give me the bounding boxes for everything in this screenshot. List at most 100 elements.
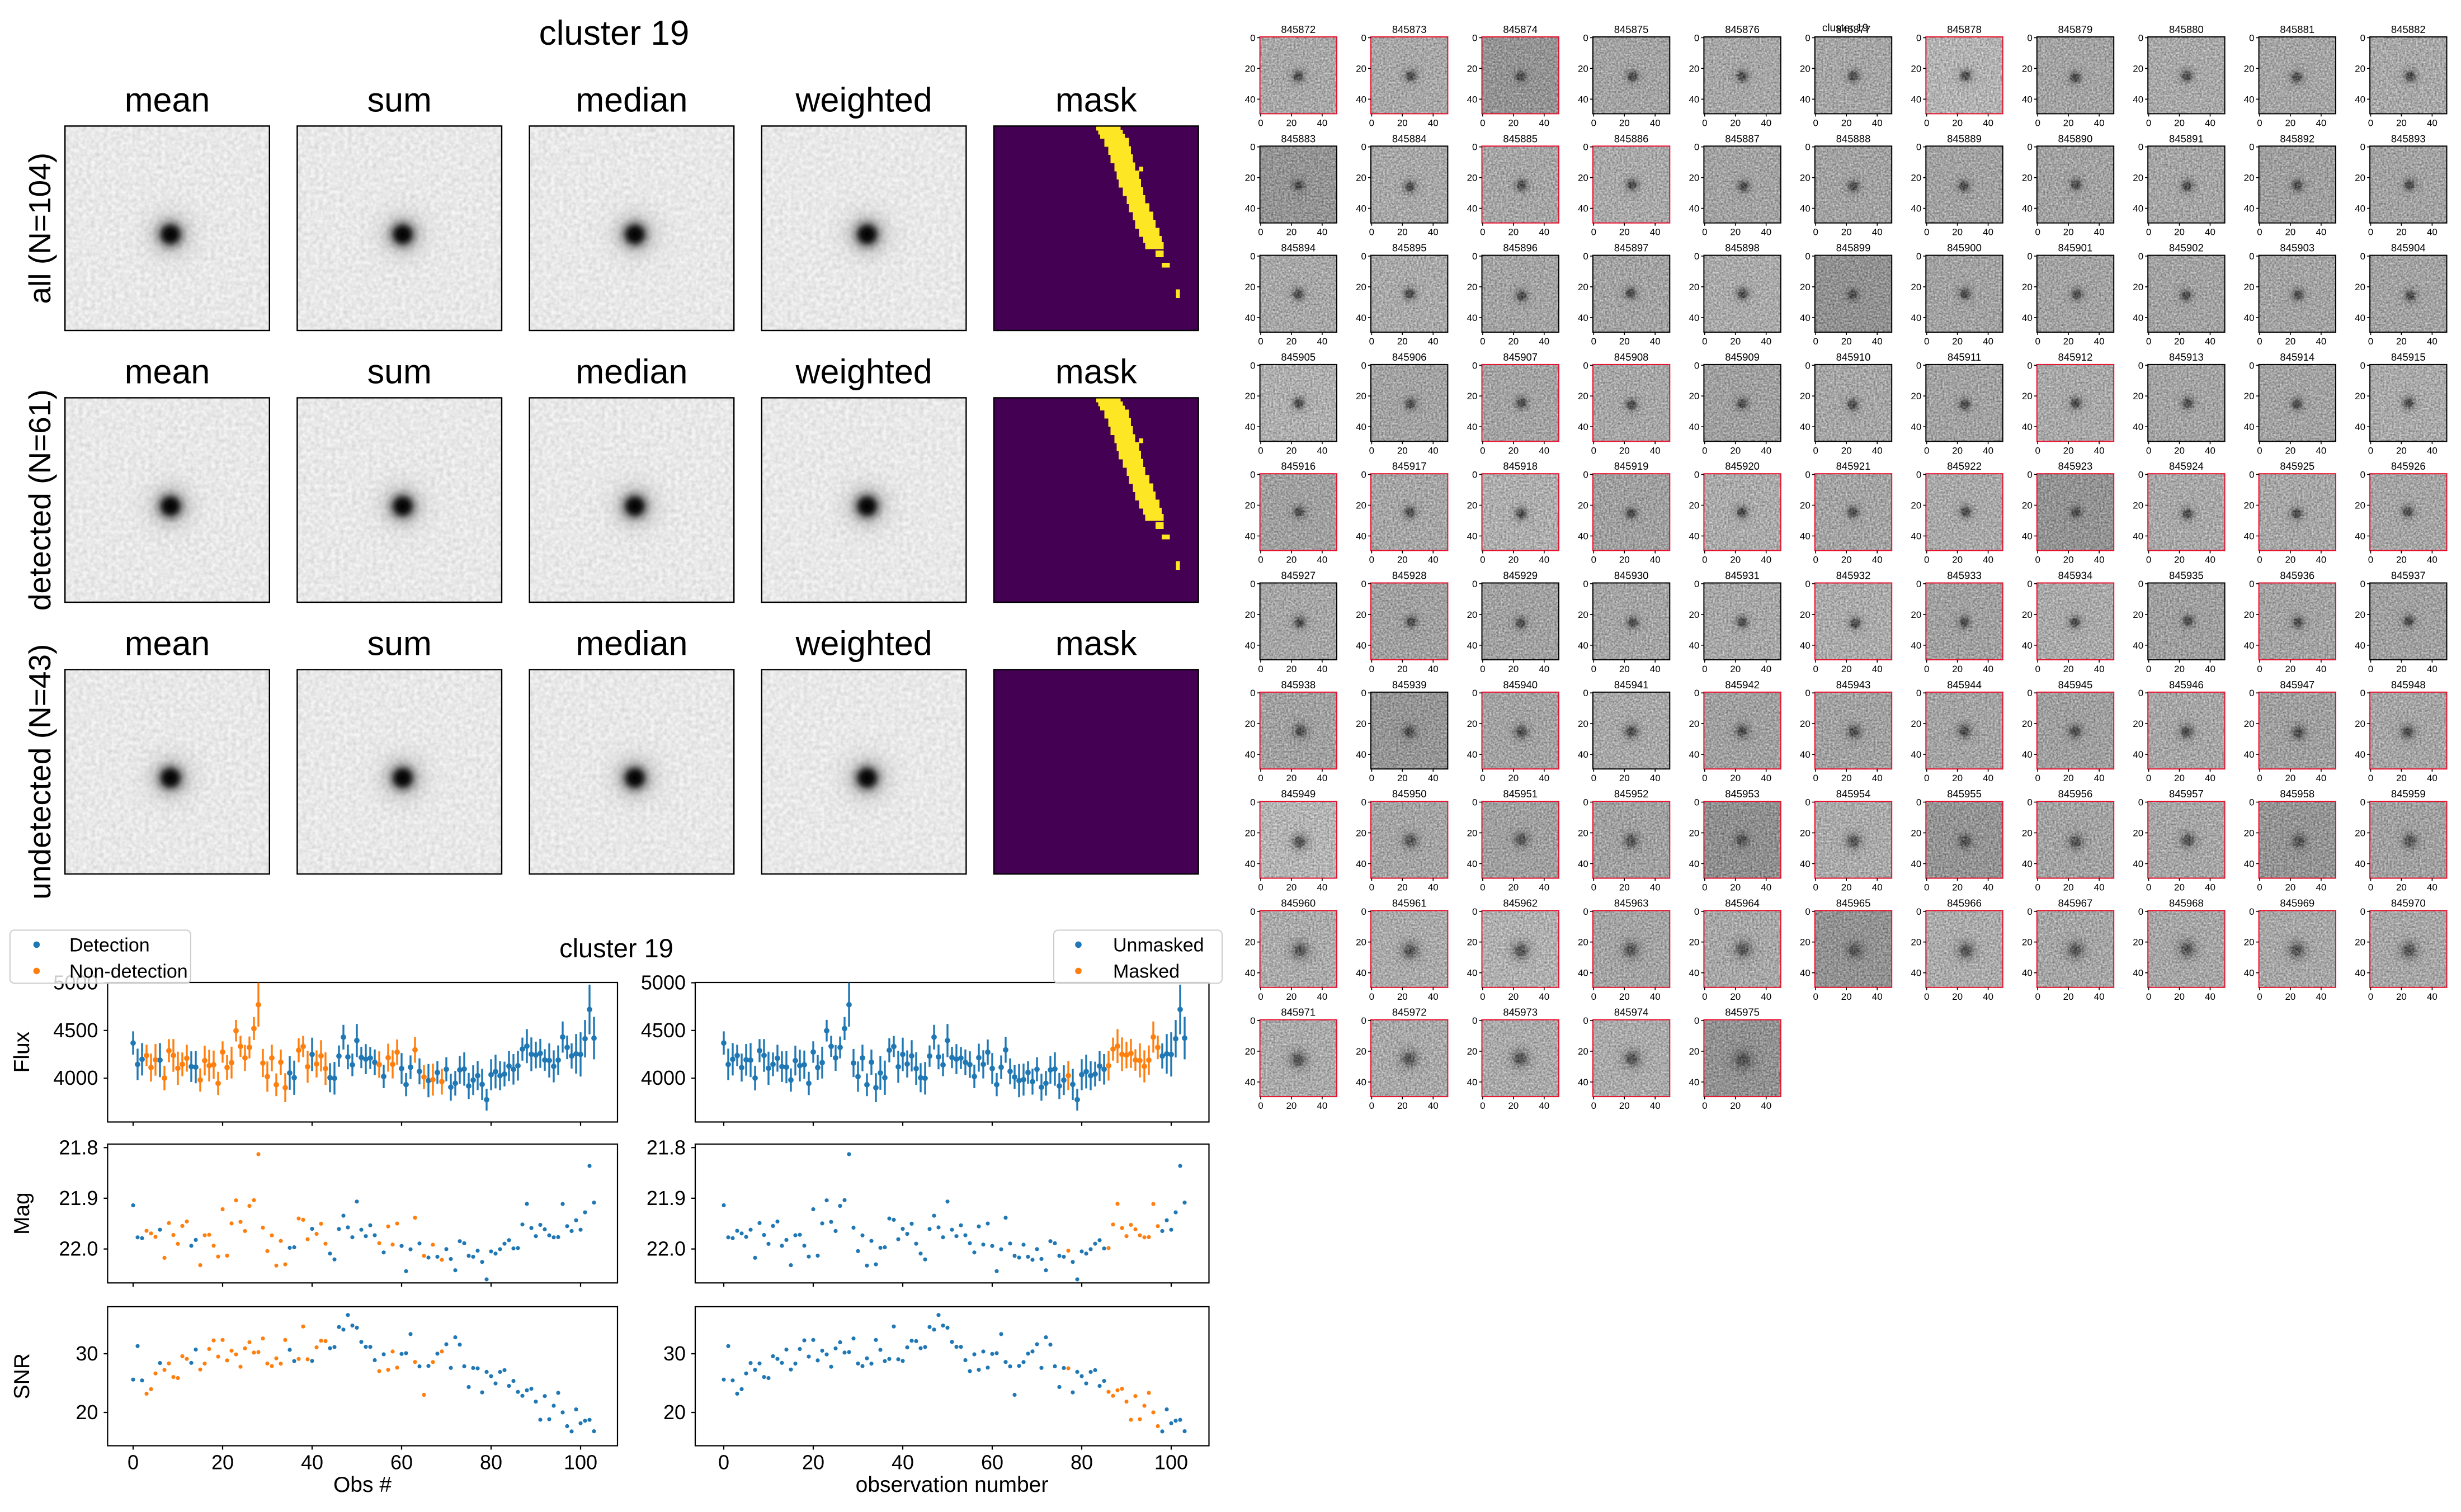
svg-text:40: 40 — [1356, 858, 1366, 869]
svg-text:0: 0 — [128, 1451, 139, 1474]
svg-text:0: 0 — [1583, 579, 1588, 589]
svg-text:40: 40 — [1761, 991, 1771, 1002]
svg-text:20: 20 — [1619, 336, 1630, 347]
svg-text:80: 80 — [480, 1451, 502, 1474]
svg-text:cluster 19: cluster 19 — [539, 14, 690, 53]
svg-text:20: 20 — [1800, 391, 1811, 401]
svg-text:0: 0 — [2249, 797, 2254, 808]
svg-text:20: 20 — [1356, 282, 1366, 292]
svg-text:845927: 845927 — [1281, 570, 1316, 582]
svg-text:0: 0 — [2368, 117, 2373, 128]
svg-text:20: 20 — [1730, 555, 1741, 565]
svg-text:Detection: Detection — [69, 934, 150, 956]
svg-text:all (N=104): all (N=104) — [22, 153, 57, 304]
svg-text:20: 20 — [1619, 773, 1630, 783]
svg-text:40: 40 — [1761, 336, 1771, 347]
svg-text:0: 0 — [1480, 773, 1485, 783]
svg-text:40: 40 — [2205, 555, 2215, 565]
svg-text:20: 20 — [1467, 609, 1478, 620]
svg-text:mask: mask — [1055, 624, 1137, 662]
svg-text:0: 0 — [1805, 470, 1810, 480]
svg-text:40: 40 — [1872, 664, 1883, 674]
svg-text:0: 0 — [1924, 227, 1929, 238]
svg-text:20: 20 — [1952, 882, 1963, 893]
svg-text:21.9: 21.9 — [647, 1187, 686, 1209]
svg-text:40: 40 — [2316, 773, 2326, 783]
svg-text:0: 0 — [1805, 32, 1810, 43]
svg-text:median: median — [576, 352, 687, 390]
svg-text:40: 40 — [1539, 336, 1549, 347]
svg-text:40: 40 — [1317, 227, 1327, 238]
svg-text:40: 40 — [1539, 773, 1549, 783]
svg-text:40: 40 — [1761, 882, 1771, 893]
svg-text:0: 0 — [2249, 251, 2254, 262]
svg-text:40: 40 — [1689, 640, 1699, 651]
svg-text:0: 0 — [2035, 227, 2040, 238]
svg-text:0: 0 — [1250, 142, 1255, 153]
svg-text:observation number: observation number — [856, 1473, 1049, 1497]
svg-text:845875: 845875 — [1614, 23, 1649, 35]
svg-text:40: 40 — [2244, 640, 2255, 651]
svg-text:845894: 845894 — [1281, 242, 1316, 254]
svg-text:40: 40 — [1689, 422, 1699, 432]
svg-text:40: 40 — [2205, 882, 2215, 893]
svg-text:0: 0 — [1369, 227, 1374, 238]
svg-text:40: 40 — [2133, 968, 2143, 979]
svg-text:20: 20 — [1578, 719, 1588, 729]
svg-text:0: 0 — [1702, 773, 1707, 783]
svg-text:845883: 845883 — [1281, 133, 1316, 144]
svg-text:20: 20 — [1245, 173, 1256, 183]
svg-text:20: 20 — [2063, 991, 2074, 1002]
svg-text:40: 40 — [1245, 640, 1256, 651]
svg-text:40: 40 — [1317, 882, 1327, 893]
svg-text:0: 0 — [1813, 445, 1818, 456]
svg-text:20: 20 — [2174, 773, 2185, 783]
svg-text:0: 0 — [1583, 142, 1588, 153]
svg-text:0: 0 — [2368, 773, 2373, 783]
svg-text:20: 20 — [2355, 173, 2365, 183]
svg-text:845961: 845961 — [1392, 897, 1427, 909]
svg-text:0: 0 — [1258, 336, 1263, 347]
svg-text:40: 40 — [1428, 1100, 1439, 1111]
svg-text:845904: 845904 — [2391, 242, 2426, 254]
svg-text:40: 40 — [1428, 773, 1439, 783]
svg-text:845930: 845930 — [1614, 570, 1649, 582]
svg-text:20: 20 — [2244, 63, 2255, 74]
svg-text:845947: 845947 — [2280, 679, 2314, 691]
svg-text:40: 40 — [2022, 313, 2033, 323]
svg-text:845925: 845925 — [2280, 460, 2314, 472]
svg-text:20: 20 — [1467, 173, 1478, 183]
svg-text:0: 0 — [1480, 991, 1485, 1002]
svg-text:0: 0 — [1694, 579, 1699, 589]
svg-text:0: 0 — [1472, 579, 1477, 589]
svg-text:40: 40 — [1650, 227, 1661, 238]
svg-text:20: 20 — [1397, 773, 1408, 783]
svg-text:845895: 845895 — [1392, 242, 1427, 254]
svg-text:20: 20 — [2174, 664, 2185, 674]
svg-text:40: 40 — [1317, 336, 1327, 347]
svg-text:0: 0 — [1924, 991, 1929, 1002]
svg-text:845957: 845957 — [2169, 788, 2204, 800]
svg-text:40: 40 — [2244, 749, 2255, 760]
svg-text:20: 20 — [2355, 391, 2365, 401]
svg-text:0: 0 — [1694, 142, 1699, 153]
svg-text:20: 20 — [1730, 117, 1741, 128]
svg-text:20: 20 — [1730, 445, 1741, 456]
svg-text:0: 0 — [2146, 555, 2151, 565]
svg-text:40: 40 — [1539, 882, 1549, 893]
svg-text:20: 20 — [1508, 117, 1519, 128]
svg-text:40: 40 — [1467, 1077, 1478, 1088]
svg-text:0: 0 — [1472, 906, 1477, 917]
svg-text:0: 0 — [1583, 251, 1588, 262]
svg-text:0: 0 — [2138, 142, 2143, 153]
svg-text:20: 20 — [1952, 664, 1963, 674]
svg-text:40: 40 — [2022, 640, 2033, 651]
svg-text:845973: 845973 — [1503, 1007, 1538, 1018]
svg-text:0: 0 — [1805, 142, 1810, 153]
svg-text:20: 20 — [2244, 282, 2255, 292]
svg-text:20: 20 — [1619, 664, 1630, 674]
svg-text:0: 0 — [2360, 688, 2365, 698]
svg-text:20: 20 — [1619, 117, 1630, 128]
svg-text:40: 40 — [1650, 555, 1661, 565]
svg-text:0: 0 — [2257, 882, 2262, 893]
